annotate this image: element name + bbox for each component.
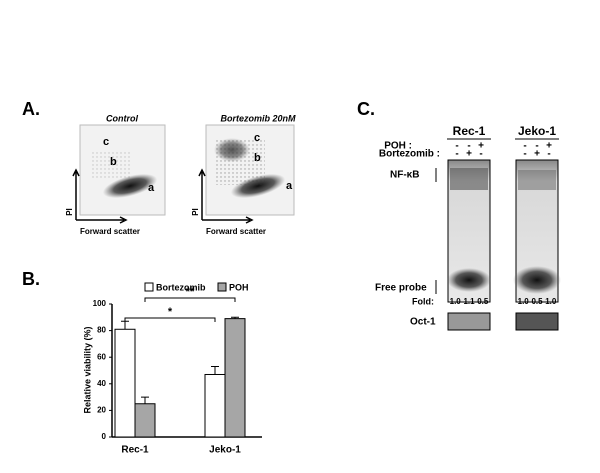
y-tick-label: 0 — [102, 432, 107, 441]
legend-label: POH — [229, 282, 249, 292]
fold-value: 1.1 — [463, 297, 475, 306]
axis-label: Forward scatter — [80, 227, 140, 236]
row-label: POH : — [384, 141, 412, 152]
y-axis-title: Relative viability (%) — [82, 326, 92, 413]
y-tick-label: 100 — [93, 299, 107, 308]
significance-label: ** — [186, 286, 195, 298]
fold-value: 0.5 — [531, 297, 543, 306]
legend-swatch — [217, 282, 227, 292]
error-bar — [141, 396, 149, 404]
blot-title: Jeko-1 — [518, 124, 556, 138]
y-tick-label: 20 — [97, 406, 106, 415]
flow-plot: Control c b a PI Forward scatter — [65, 113, 166, 236]
sign: + — [534, 149, 540, 160]
sign: + — [478, 141, 484, 152]
gate-label: a — [286, 180, 293, 192]
error-bar — [211, 366, 219, 375]
panel-label: C. — [357, 99, 375, 119]
axis-label: PI — [65, 208, 74, 216]
bar — [224, 318, 246, 438]
gate-label: c — [254, 132, 260, 144]
gate-label: b — [254, 152, 261, 164]
blot-images — [447, 159, 561, 331]
bar — [134, 403, 156, 438]
sign: + — [466, 149, 472, 160]
x-tick-label: Rec-1 — [121, 445, 149, 456]
sign: - — [535, 141, 538, 152]
legend-swatch — [144, 282, 154, 292]
significance-bracket — [144, 297, 236, 302]
gate-label: b — [110, 156, 117, 168]
error-bar — [231, 316, 239, 319]
fold-value: 1.0 — [450, 297, 462, 306]
axis-label: Forward scatter — [206, 227, 266, 236]
bar — [204, 373, 226, 438]
axis-label: PI — [191, 208, 200, 216]
sign: - — [479, 149, 482, 160]
sign: - — [455, 149, 458, 160]
y-tick-label: 40 — [97, 379, 106, 388]
error-bar — [121, 320, 129, 330]
sign: - — [547, 149, 550, 160]
row-label: Bortezomib : — [379, 149, 440, 160]
blot-title: Rec-1 — [453, 124, 486, 138]
fold-value: 0.5 — [477, 297, 489, 306]
fold-label: Fold: — [412, 296, 434, 306]
significance-label: * — [168, 306, 173, 318]
band-label: Free probe — [375, 283, 427, 294]
band-label: NF-κB — [390, 170, 419, 181]
gate-label: c — [103, 136, 109, 148]
panel-label: A. — [22, 99, 40, 119]
sign: - — [467, 141, 470, 152]
y-tick-label: 80 — [97, 326, 106, 335]
legend-label: Bortezomib — [156, 282, 206, 292]
gate-label: a — [148, 182, 155, 194]
sign: - — [455, 141, 458, 152]
y-tick-label: 60 — [97, 352, 106, 361]
control-label: Oct-1 — [410, 317, 436, 328]
x-tick-label: Jeko-1 — [209, 445, 241, 456]
plot-title: Control — [106, 113, 138, 123]
fold-value: 1.0 — [545, 297, 557, 306]
sign: - — [523, 141, 526, 152]
flow-plot: Bortezomib 20nM c b a PI Forward scatter — [191, 113, 296, 236]
fold-value: 1.0 — [518, 297, 530, 306]
sign: - — [523, 149, 526, 160]
panel-label: B. — [22, 269, 40, 289]
significance-bracket — [124, 317, 216, 322]
plot-title: Bortezomib 20nM — [220, 113, 296, 123]
sign: + — [546, 141, 552, 152]
bar — [114, 328, 136, 438]
